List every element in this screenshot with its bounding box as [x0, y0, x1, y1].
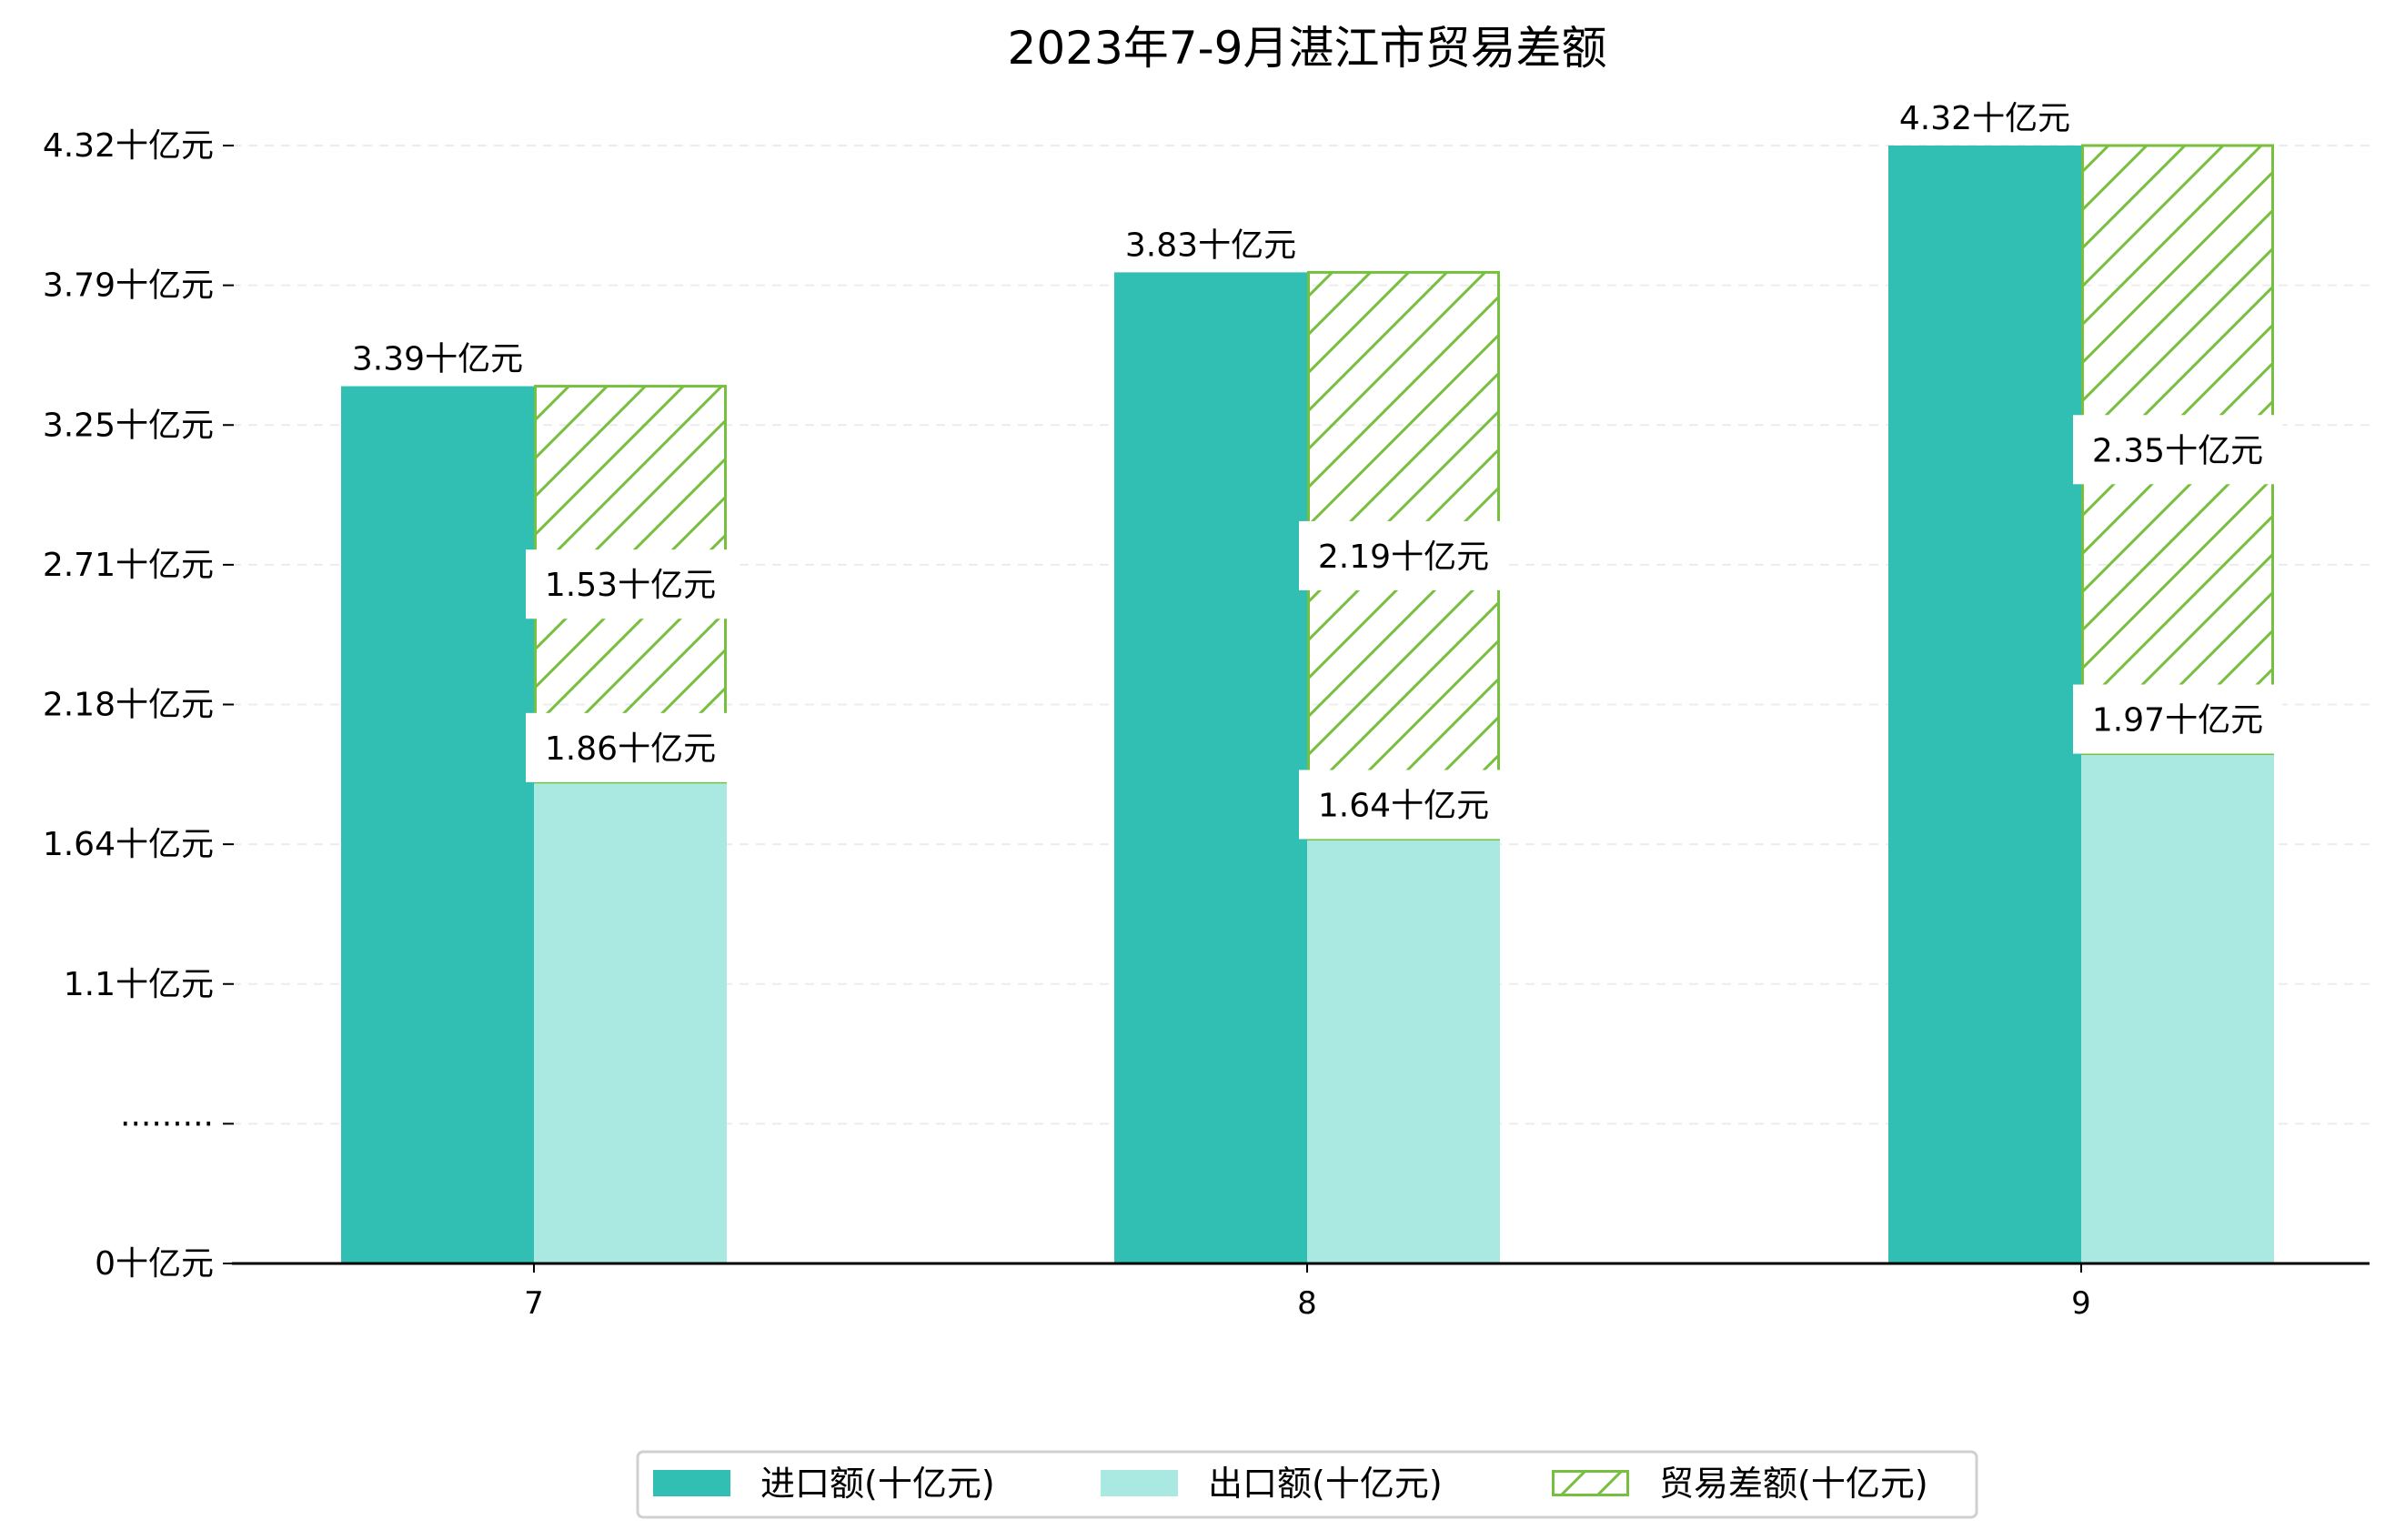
chart-title: 2023年7-9月湛江市贸易差额 [1008, 22, 1607, 75]
data-label-box: 2.35十亿元 [2073, 415, 2282, 485]
legend-label: 出口额(十亿元) [1208, 1464, 1443, 1504]
label-background [1299, 520, 1508, 590]
legend-swatch [653, 1470, 730, 1496]
y-tick-label: ········· [120, 1105, 214, 1142]
y-tick-label: 0十亿元 [95, 1245, 214, 1283]
data-label: 1.64十亿元 [1318, 787, 1489, 824]
data-label-box: 2.19十亿元 [1299, 520, 1508, 590]
legend-item: 贸易差额(十亿元) [1552, 1464, 1928, 1504]
y-tick-label: 1.64十亿元 [43, 826, 214, 863]
legend-swatch [1101, 1470, 1178, 1496]
data-label: 1.97十亿元 [2092, 702, 2263, 740]
legend-frame [636, 1450, 1978, 1519]
y-tick-label: 3.25十亿元 [43, 407, 214, 444]
legend: 进口额(十亿元) 出口额(十亿元) 贸易差额(十亿元) [636, 1450, 1978, 1519]
data-label: 1.53十亿元 [545, 567, 716, 604]
label-background [2073, 415, 2282, 485]
data-label-box: 1.86十亿元 [526, 712, 735, 782]
y-tick-label: 1.1十亿元 [64, 966, 214, 1003]
data-label-box: 1.97十亿元 [2073, 684, 2282, 754]
x-tick-label: 9 [2071, 1285, 2091, 1322]
data-label-import: 4.32十亿元 [1899, 100, 2070, 137]
bar-export [534, 781, 727, 1263]
label-background [526, 712, 735, 782]
data-label: 2.35十亿元 [2092, 432, 2263, 469]
legend-swatch-hatched [1552, 1470, 1629, 1496]
legend-item: 出口额(十亿元) [1101, 1464, 1443, 1504]
y-tick-label: 3.79十亿元 [43, 267, 214, 305]
bar-export [1307, 839, 1500, 1263]
label-background [2073, 684, 2282, 754]
x-tick-label: 8 [1297, 1285, 1317, 1322]
bar-import [1888, 146, 2081, 1263]
legend-item: 进口额(十亿元) [653, 1464, 995, 1504]
x-tick-label: 7 [524, 1285, 544, 1322]
data-label-box: 1.53十亿元 [526, 549, 735, 619]
data-label-box: 1.64十亿元 [1299, 770, 1508, 840]
data-label-import: 3.83十亿元 [1125, 226, 1296, 264]
label-background [1299, 770, 1508, 840]
data-label: 1.86十亿元 [545, 730, 716, 768]
y-tick-label: 4.32十亿元 [43, 127, 214, 165]
legend-label: 贸易差额(十亿元) [1659, 1464, 1928, 1504]
y-tick-label: 2.18十亿元 [43, 687, 214, 724]
data-label: 2.19十亿元 [1318, 538, 1489, 576]
legend-label: 进口额(十亿元) [760, 1464, 995, 1504]
x-axis: 7 8 9 [232, 1262, 2370, 1322]
data-label-import: 3.39十亿元 [352, 341, 523, 378]
bar-import [1114, 272, 1307, 1264]
bar-import [341, 386, 534, 1263]
label-background [526, 549, 735, 619]
bar-export [2081, 753, 2274, 1263]
bars [341, 144, 2274, 1264]
y-tick-label: 2.71十亿元 [43, 547, 214, 584]
data-labels: 3.39十亿元 1.86十亿元 1.53十亿元 3.83十亿元 1.64十亿元 2.19十… [352, 100, 2282, 840]
y-axis: 0十亿元 ········· 1.1十亿元 1.64十亿元 2.18十亿元 2.71十亿元… [43, 127, 234, 1283]
